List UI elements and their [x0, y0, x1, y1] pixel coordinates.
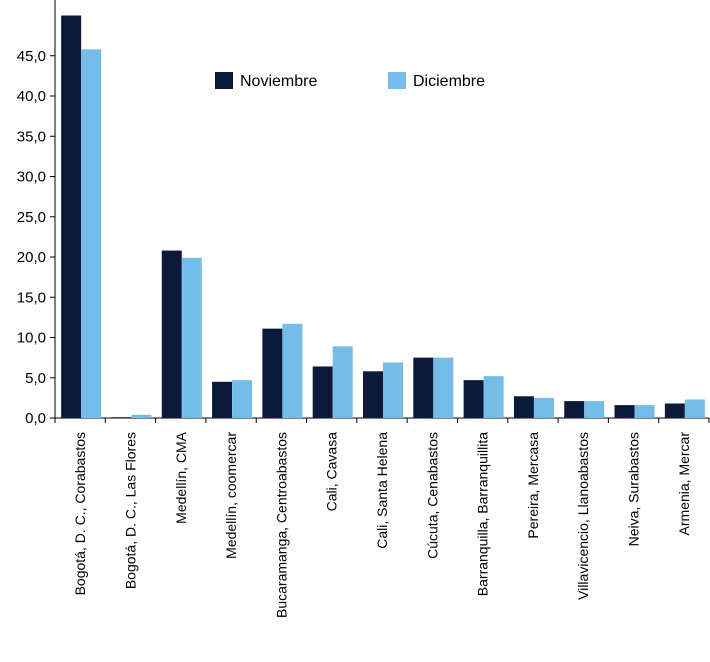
bar-diciembre	[634, 405, 655, 418]
axes	[54, 0, 710, 423]
bar-noviembre	[111, 417, 132, 418]
y-tick-label: 0,0	[25, 410, 46, 427]
bar-diciembre	[181, 257, 202, 418]
bar-noviembre	[614, 405, 635, 418]
x-axis-labels: Bogotá, D. C., Corabastos Bogotá, D. C., …	[72, 431, 692, 618]
x-category-label: Medellín, CMA	[173, 431, 189, 523]
bar-noviembre	[312, 366, 333, 418]
bar-diciembre	[383, 362, 403, 418]
bar-noviembre	[564, 401, 585, 418]
bar-noviembre	[262, 328, 283, 418]
bar-diciembre	[684, 399, 705, 418]
y-tick-label: 30,0	[17, 169, 46, 186]
bars	[61, 15, 705, 419]
y-tick-label: 40,0	[17, 88, 46, 105]
x-category-label: Neiva, Surabastos	[626, 432, 642, 546]
bar-diciembre	[433, 357, 454, 418]
bar-noviembre	[413, 357, 434, 418]
x-category-label: Cúcuta, Cenabastos	[424, 432, 440, 559]
bar-noviembre	[363, 371, 383, 418]
x-category-label: Barranquilla, Barranquillita	[475, 432, 491, 596]
x-category-label: Bogotá, D. C., Corabastos	[72, 432, 88, 595]
bar-diciembre	[483, 376, 504, 418]
y-tick-label: 10,0	[17, 330, 46, 347]
x-category-label: Pereira, Mercasa	[525, 432, 541, 539]
y-tick-label: 35,0	[17, 128, 46, 145]
x-category-label: Medellín, coomercar	[223, 432, 239, 559]
legend-label-diciembre: Diciembre	[413, 73, 485, 90]
x-category-label: Cali, Cavasa	[324, 432, 340, 512]
legend-swatch-noviembre	[215, 72, 233, 89]
bar-noviembre	[212, 381, 233, 418]
bar-noviembre	[161, 250, 182, 418]
bar-noviembre	[664, 403, 685, 418]
bar-diciembre	[533, 397, 554, 418]
bar-diciembre	[282, 323, 303, 418]
y-tick-label: 25,0	[17, 209, 46, 226]
legend-swatch-diciembre	[388, 72, 406, 89]
y-tick-label: 15,0	[17, 289, 46, 306]
y-tick-label: 20,0	[17, 249, 46, 266]
x-category-label: Bogotá, D. C., Las Flores	[122, 432, 138, 589]
legend: Noviembre Diciembre	[215, 72, 485, 90]
x-category-label: Armenia, Mercar	[676, 432, 692, 536]
bar-noviembre	[513, 396, 534, 418]
x-category-label: Villavicencio, Llanoabastos	[575, 432, 591, 600]
bar-diciembre	[81, 49, 102, 419]
y-tick-label: 5,0	[25, 370, 46, 387]
x-category-label: Bucaramanga, Centroabastos	[273, 432, 289, 618]
bar-diciembre	[584, 401, 605, 418]
bar-noviembre	[463, 380, 484, 418]
bar-diciembre	[232, 380, 253, 418]
bar-noviembre	[61, 15, 82, 418]
legend-label-noviembre: Noviembre	[240, 73, 317, 90]
bar-diciembre	[131, 414, 152, 418]
y-axis-ticks: 0,0 5,0 10,0 15,0 20,0 25,0 30,0 35,0 40,0 45,0	[17, 48, 55, 427]
y-tick-label: 45,0	[17, 48, 46, 65]
bar-diciembre	[332, 346, 353, 418]
x-category-label: Cali, Santa Helena	[374, 432, 390, 549]
